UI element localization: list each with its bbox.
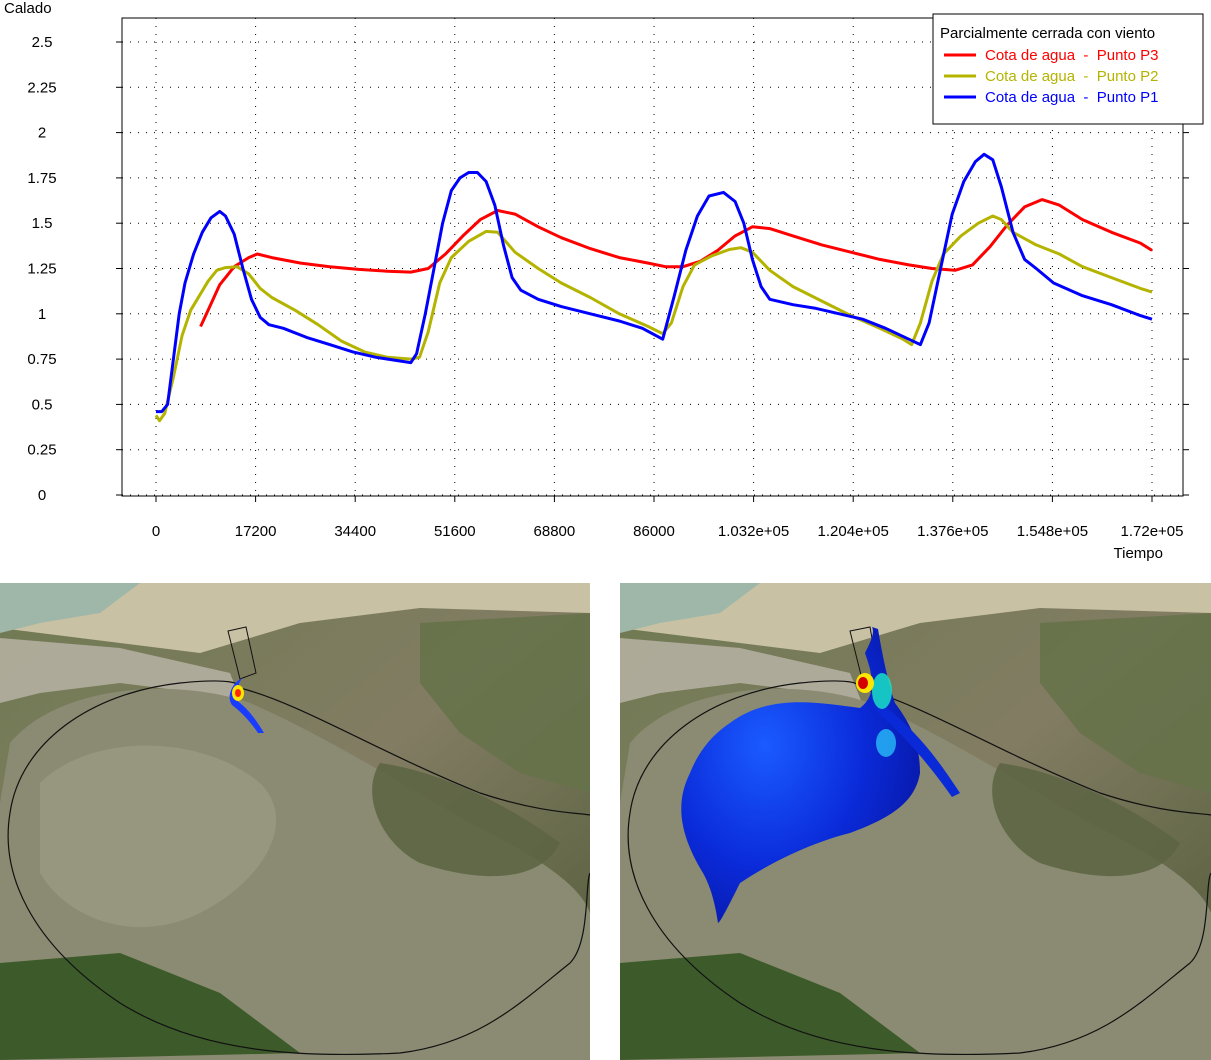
legend-items: Cota de agua - Punto P3 Cota de agua - Pu… [944,47,1158,106]
y-tick-label: 1.25 [27,261,56,278]
x-tick-label: 86000 [633,523,675,540]
y-tick-label: 1 [38,306,46,323]
x-tick-label: 17200 [235,523,277,540]
x-tick-label: 1.376e+05 [917,523,988,540]
x-tick-label: 51600 [434,523,476,540]
y-tick-label: 1.75 [27,170,56,187]
x-tick-label: 1.032e+05 [718,523,789,540]
y-tick-label: 0.75 [27,351,56,368]
y-tick-label: 0.5 [32,396,53,413]
plot-frame [121,17,1184,497]
y-axis-label: Calado [4,0,52,17]
legend-box [932,13,1204,125]
aerial-map-right [620,583,1211,1060]
aerial-map-left-image [0,583,590,1060]
y-tick-label: 2.5 [32,34,53,51]
x-tick-label: 34400 [334,523,376,540]
chart-svg: 0 17200 34400 51600 68800 86000 1.032e+05 1.204… [4,0,1204,562]
y-tick-label: 0.25 [27,442,56,459]
legend: Parcialmente cerrada con viento Cota de … [932,13,1204,125]
y-tick-label: 0 [38,487,46,504]
y-tick-label: 2.25 [27,79,56,96]
x-tick-label: 1.548e+05 [1017,523,1088,540]
x-tick-label: 1.72e+05 [1121,523,1184,540]
legend-label: Cota de agua - Punto P2 [985,68,1158,85]
y-tick-label: 1.5 [32,215,53,232]
x-axis-label: Tiempo [1114,545,1163,562]
aerial-map-right-image [620,583,1211,1060]
legend-title: Parcialmente cerrada con viento [940,25,1155,42]
x-tick-label: 1.204e+05 [818,523,889,540]
series-layer [154,152,1153,423]
series-line-2 [154,214,1153,423]
y-tick-label: 2 [38,125,46,142]
series-line-3 [156,152,1153,414]
series-line-1 [199,198,1153,328]
legend-label: Cota de agua - Punto P1 [985,89,1158,106]
x-tick-label: 0 [152,523,160,540]
x-tick-label: 68800 [534,523,576,540]
legend-label: Cota de agua - Punto P3 [985,47,1158,64]
chart-ticks: 0 17200 34400 51600 68800 86000 1.032e+05 1.204… [27,34,1189,540]
water-level-chart: 0 17200 34400 51600 68800 86000 1.032e+05 1.204… [4,0,1204,562]
aerial-map-left [0,583,590,1060]
